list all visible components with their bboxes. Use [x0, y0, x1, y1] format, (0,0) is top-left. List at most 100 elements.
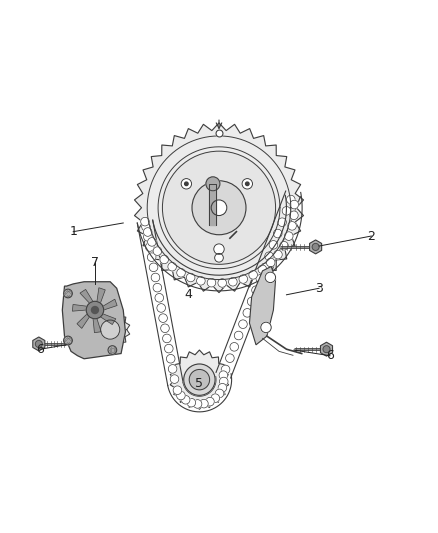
Text: 3: 3 — [315, 282, 323, 295]
Circle shape — [239, 274, 247, 284]
Circle shape — [290, 211, 298, 220]
Circle shape — [284, 232, 293, 240]
Polygon shape — [134, 123, 304, 293]
Circle shape — [273, 229, 282, 238]
Polygon shape — [100, 314, 116, 325]
Circle shape — [197, 277, 205, 285]
Polygon shape — [91, 310, 130, 350]
Circle shape — [185, 182, 188, 185]
Circle shape — [186, 273, 195, 282]
Circle shape — [215, 254, 223, 262]
Circle shape — [177, 269, 185, 277]
Bar — [209, 182, 216, 225]
Circle shape — [256, 274, 265, 283]
Circle shape — [184, 364, 215, 395]
Text: 1: 1 — [69, 225, 77, 238]
Circle shape — [269, 240, 278, 249]
Circle shape — [144, 232, 152, 241]
Circle shape — [252, 286, 260, 295]
Circle shape — [148, 238, 156, 246]
Circle shape — [265, 272, 276, 282]
Polygon shape — [33, 337, 45, 351]
Circle shape — [219, 371, 228, 379]
Circle shape — [286, 195, 295, 204]
Text: 2: 2 — [367, 230, 375, 243]
Circle shape — [274, 251, 282, 259]
Circle shape — [64, 336, 72, 345]
Circle shape — [258, 265, 267, 273]
Text: 7: 7 — [91, 256, 99, 269]
Circle shape — [207, 278, 216, 287]
Circle shape — [177, 391, 185, 400]
Circle shape — [153, 284, 162, 292]
Circle shape — [261, 263, 269, 272]
Circle shape — [173, 386, 182, 394]
Circle shape — [166, 354, 175, 363]
Circle shape — [165, 344, 173, 353]
Text: 4: 4 — [184, 288, 192, 301]
Circle shape — [278, 218, 286, 227]
Circle shape — [92, 306, 99, 313]
Circle shape — [243, 309, 251, 317]
Circle shape — [145, 243, 154, 252]
Text: 6: 6 — [326, 349, 334, 362]
Circle shape — [219, 377, 228, 386]
Circle shape — [162, 334, 171, 343]
Text: 6: 6 — [37, 343, 45, 356]
Polygon shape — [170, 350, 229, 409]
Circle shape — [192, 181, 246, 235]
Circle shape — [200, 399, 208, 408]
Circle shape — [239, 320, 247, 328]
Circle shape — [206, 397, 214, 406]
Circle shape — [211, 200, 227, 215]
Circle shape — [280, 241, 288, 250]
Circle shape — [234, 331, 243, 340]
Circle shape — [323, 346, 330, 353]
Polygon shape — [72, 304, 87, 311]
Polygon shape — [77, 314, 89, 328]
Circle shape — [181, 395, 190, 404]
Polygon shape — [310, 240, 321, 254]
Circle shape — [230, 343, 239, 351]
Circle shape — [206, 177, 220, 191]
Circle shape — [147, 253, 156, 262]
Circle shape — [211, 394, 219, 402]
Circle shape — [189, 369, 210, 390]
Circle shape — [242, 179, 253, 189]
Circle shape — [162, 151, 276, 264]
Polygon shape — [62, 282, 125, 359]
Circle shape — [215, 389, 224, 398]
Polygon shape — [250, 266, 276, 345]
Circle shape — [282, 207, 291, 215]
Circle shape — [312, 244, 319, 251]
Circle shape — [170, 375, 179, 383]
Circle shape — [290, 200, 299, 209]
Circle shape — [35, 341, 42, 348]
Circle shape — [226, 354, 234, 362]
Circle shape — [141, 217, 149, 226]
Circle shape — [265, 252, 273, 261]
Circle shape — [151, 273, 160, 282]
Circle shape — [141, 222, 150, 231]
Circle shape — [229, 278, 237, 286]
Circle shape — [160, 255, 169, 264]
Polygon shape — [80, 289, 93, 303]
Circle shape — [218, 383, 227, 392]
Circle shape — [261, 322, 271, 333]
Polygon shape — [97, 288, 105, 303]
Circle shape — [159, 314, 167, 322]
Polygon shape — [93, 319, 101, 333]
Circle shape — [86, 301, 104, 319]
Circle shape — [288, 222, 297, 230]
Circle shape — [108, 346, 117, 354]
Circle shape — [247, 297, 256, 306]
Circle shape — [168, 365, 177, 373]
Polygon shape — [321, 342, 332, 356]
Circle shape — [101, 320, 120, 339]
Circle shape — [64, 289, 72, 298]
Circle shape — [187, 398, 196, 407]
Text: 5: 5 — [195, 377, 203, 390]
Polygon shape — [103, 299, 117, 310]
Circle shape — [218, 279, 226, 287]
Circle shape — [246, 182, 249, 185]
